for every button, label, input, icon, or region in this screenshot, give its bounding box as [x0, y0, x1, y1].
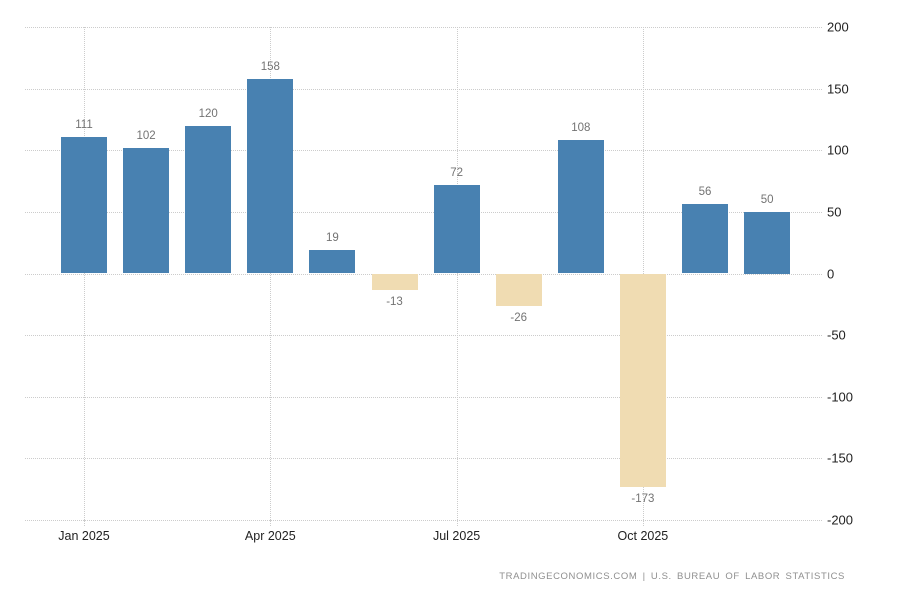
x-axis-tick-label: Jan 2025: [58, 529, 110, 543]
bar-jul-2025[interactable]: [433, 184, 480, 274]
x-axis-tick-label: Jul 2025: [432, 529, 481, 543]
bar-jan-2025[interactable]: [61, 136, 107, 274]
x-axis-tick-label: Oct 2025: [617, 529, 669, 543]
bar-value-label: 50: [760, 193, 774, 206]
h-gridline--50: [25, 335, 822, 337]
bar-may-2025[interactable]: [309, 250, 356, 274]
bar-nov-2025[interactable]: [682, 204, 728, 274]
bar-jun-2025[interactable]: [371, 273, 418, 290]
bar-mar-2025[interactable]: [185, 125, 232, 274]
y-axis-tick-label: 200: [827, 19, 849, 35]
bar-aug-2025[interactable]: [495, 273, 542, 306]
x-axis-tick: [456, 520, 458, 526]
x-axis-tick-label: Apr 2025: [244, 529, 296, 543]
y-axis-tick-label: 150: [827, 81, 849, 97]
v-gridline-jul-2025: [456, 27, 458, 520]
h-gridline-100: [25, 150, 822, 152]
bar-dec-2025[interactable]: [744, 211, 791, 274]
bar-feb-2025[interactable]: [123, 147, 170, 274]
h-gridline--200: [25, 520, 822, 521]
x-axis-tick: [84, 520, 85, 526]
bar-oct-2025[interactable]: [619, 273, 666, 487]
source-attribution: TRADINGECONOMICS.COM | U.S. BUREAU OF LA…: [499, 571, 845, 582]
x-axis-tick: [270, 520, 272, 526]
bar-value-label: 72: [450, 166, 463, 179]
bar-value-label: 19: [325, 232, 339, 245]
bar-value-label: 56: [698, 186, 712, 199]
y-axis-tick-label: 0: [827, 266, 835, 281]
h-gridline-150: [25, 88, 822, 90]
bar-value-label: 102: [136, 129, 156, 142]
y-axis-tick-label: 50: [827, 204, 842, 220]
h-gridline--150: [25, 458, 822, 460]
y-axis-tick-label: 100: [827, 142, 849, 158]
v-gridline-jan-2025: [84, 27, 85, 520]
plot-area: 111 102 120 158 19 -13 72 -26 108 -173 56 50: [25, 27, 822, 521]
bar-value-label: 111: [75, 118, 93, 131]
bar-sep-2025[interactable]: [557, 140, 604, 274]
bar-value-label: 158: [260, 60, 280, 73]
y-axis-tick-label: -100: [827, 389, 854, 405]
h-gridline-200: [25, 27, 822, 28]
v-gridline-apr-2025: [270, 27, 272, 520]
bar-apr-2025[interactable]: [247, 78, 294, 274]
h-gridline-50: [25, 211, 822, 213]
bar-value-label: 108: [571, 122, 591, 135]
y-axis-tick-label: -200: [827, 512, 854, 528]
h-gridline-0: [25, 273, 822, 275]
y-axis-tick-label: -50: [827, 327, 846, 343]
bar-value-label: -173: [631, 492, 655, 505]
bar-value-label: -26: [510, 311, 527, 324]
x-axis-tick: [642, 520, 644, 526]
y-axis-tick-label: -150: [827, 450, 854, 466]
h-gridline--100: [25, 396, 822, 398]
bar-value-label: -13: [386, 295, 403, 308]
bar-value-label: 120: [198, 107, 218, 120]
